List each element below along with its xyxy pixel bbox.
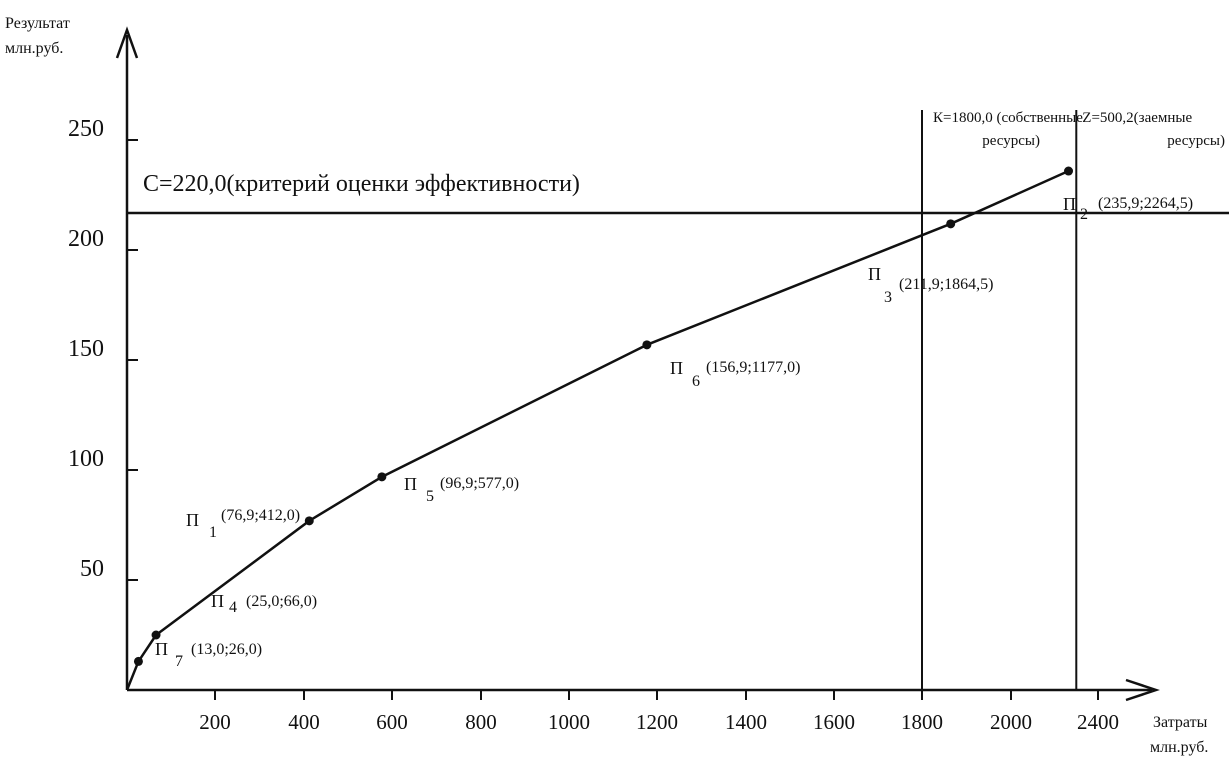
x-tick-label: 1600: [813, 710, 855, 734]
point-subscript: 6: [692, 373, 700, 390]
data-point: [133, 656, 143, 666]
labels: П7(13,0;26,0)П 4 (25,0;66,0)П1(76,9;412,0)…: [155, 194, 1193, 670]
series-line: [125, 169, 1070, 691]
data-point: [946, 219, 956, 229]
x-axis-title: Затраты: [1153, 714, 1208, 731]
point-coordinates: (211,9;1864,5): [899, 276, 994, 293]
y-tick-label: 200: [68, 226, 104, 252]
point-name: П: [155, 639, 168, 659]
x-tick-label: 800: [465, 710, 497, 734]
x-tick-label: 400: [288, 710, 320, 734]
point-coordinates: (96,9;577,0): [440, 475, 519, 492]
point-subscript: 4: [229, 599, 237, 616]
data-point: [642, 340, 652, 350]
x-tick-label: 1200: [636, 710, 678, 734]
resource-label: К=1800,0 (собственные: [933, 110, 1083, 126]
point-coordinates: (25,0;66,0): [246, 593, 317, 610]
point-subscript: 7: [175, 653, 183, 670]
x-tick-label: 2400: [1077, 710, 1119, 734]
point-name: П: [404, 474, 417, 494]
x-axis-title-unit: млн.руб.: [1150, 739, 1208, 756]
y-tick-label: 250: [68, 116, 104, 142]
resource-label-sub: ресурсы): [982, 133, 1040, 149]
reference-lines: С=220,0(критерий оценки эффективности) К=…: [127, 110, 1229, 690]
data-point: [1064, 166, 1074, 176]
x-tick-label: 1800: [901, 710, 943, 734]
point-subscript: 2: [1080, 206, 1088, 223]
point-subscript: 1: [209, 524, 217, 541]
x-tick-label: 1400: [725, 710, 767, 734]
data-point: [377, 472, 387, 482]
y-axis-title: Результат: [5, 15, 70, 32]
point-subscript: 3: [884, 289, 892, 306]
axes: Результат млн.руб. Затраты млн.руб. 50 100 150…: [5, 15, 1208, 756]
y-axis-title-unit: млн.руб.: [5, 40, 63, 57]
y-tick-label: 100: [68, 446, 104, 472]
x-tick-label: 1000: [548, 710, 590, 734]
point-coordinates: (235,9;2264,5): [1098, 195, 1193, 212]
data-point: [151, 630, 161, 640]
point-subscript: 5: [426, 488, 434, 505]
x-tick-label: 2000: [990, 710, 1032, 734]
point-coordinates: (13,0;26,0): [191, 641, 262, 658]
point-name: П: [1063, 194, 1076, 214]
data-series: [125, 166, 1074, 691]
point-coordinates: (76,9;412,0): [221, 507, 300, 524]
y-tick-label: 50: [80, 556, 104, 582]
resource-label-sub: ресурсы): [1167, 133, 1225, 149]
criterion-label: С=220,0(критерий оценки эффективности): [143, 171, 580, 197]
y-tick-label: 150: [68, 336, 104, 362]
x-tick-label: 600: [376, 710, 408, 734]
point-name: П: [670, 358, 683, 378]
x-tick-label: 200: [199, 710, 231, 734]
point-name: П: [868, 264, 881, 284]
point-coordinates: (156,9;1177,0): [706, 359, 801, 376]
x-axis-arrow: [1125, 678, 1160, 702]
point-name: П: [211, 591, 224, 611]
y-axis-arrow: [115, 26, 139, 59]
data-point: [304, 516, 314, 526]
point-name: П: [186, 510, 199, 530]
resource-label: Z=500,2(заемные: [1082, 110, 1192, 126]
